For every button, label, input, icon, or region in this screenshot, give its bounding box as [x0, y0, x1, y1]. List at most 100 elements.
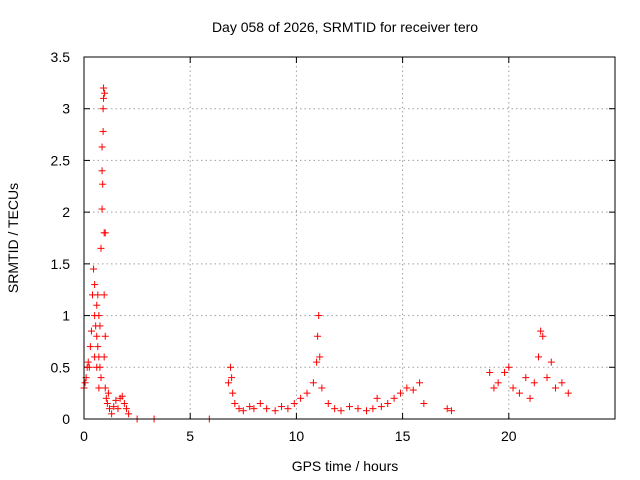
data-point [96, 322, 104, 330]
x-tick-label: 5 [186, 428, 194, 444]
data-point [90, 265, 98, 273]
x-tick-label: 10 [289, 428, 305, 444]
data-point [290, 399, 298, 407]
data-point [369, 405, 377, 413]
data-point [99, 127, 107, 135]
points-layer [80, 84, 572, 423]
data-point [539, 332, 547, 340]
data-point [530, 379, 538, 387]
data-point [384, 399, 392, 407]
data-point [377, 403, 385, 411]
y-tick-label: 0.5 [51, 359, 71, 375]
x-tick-label: 0 [80, 428, 88, 444]
data-point [515, 389, 523, 397]
data-point [94, 343, 102, 351]
data-point [315, 312, 323, 320]
data-point [97, 244, 105, 252]
data-point [231, 399, 239, 407]
data-point [94, 291, 102, 299]
data-point [99, 105, 107, 113]
data-point [101, 332, 109, 340]
data-point [522, 374, 530, 382]
data-point [271, 407, 279, 415]
data-point [324, 399, 332, 407]
data-point [535, 353, 543, 361]
x-axis-label: GPS time / hours [292, 458, 399, 474]
chart-title: Day 058 of 2026, SRMTID for receiver ter… [212, 19, 478, 35]
data-point [235, 405, 243, 413]
data-point [490, 384, 498, 392]
data-point [100, 94, 108, 102]
data-point [396, 389, 404, 397]
data-point [494, 379, 502, 387]
data-point [102, 394, 110, 402]
data-point [403, 384, 411, 392]
data-point [543, 374, 551, 382]
data-point [87, 327, 95, 335]
data-point [505, 363, 513, 371]
data-point [278, 403, 286, 411]
data-point [486, 368, 494, 376]
data-point [337, 407, 345, 415]
data-point [105, 405, 113, 413]
data-point [101, 384, 109, 392]
data-point [98, 167, 106, 175]
data-point [346, 403, 353, 411]
data-point [86, 343, 94, 351]
data-point [85, 363, 93, 371]
data-point [313, 358, 321, 366]
y-tick-label: 0 [62, 411, 70, 427]
data-point [447, 407, 455, 415]
data-point [101, 89, 109, 97]
y-tick-label: 1 [62, 308, 70, 324]
y-tick-label: 3 [62, 101, 70, 117]
data-point [263, 405, 271, 413]
data-point [354, 405, 362, 413]
data-point [84, 358, 92, 366]
data-point [112, 396, 120, 404]
data-point [314, 332, 322, 340]
data-point [318, 384, 326, 392]
data-point [558, 379, 566, 387]
data-point [390, 394, 398, 402]
data-point [284, 405, 292, 413]
data-point [409, 386, 417, 394]
data-point [526, 394, 534, 402]
data-point [103, 399, 111, 407]
data-point [229, 389, 237, 397]
plot-frame [83, 56, 616, 420]
data-point [100, 353, 108, 361]
data-point [228, 374, 236, 382]
data-point [501, 368, 509, 376]
data-point [81, 379, 89, 387]
grid-layer [84, 57, 615, 419]
data-point [114, 405, 122, 413]
data-point [331, 405, 339, 413]
data-point [99, 180, 107, 188]
data-point [104, 389, 112, 397]
data-point [120, 399, 128, 407]
data-point [537, 327, 545, 335]
data-point [547, 358, 555, 366]
data-point [552, 384, 560, 392]
data-point [98, 143, 106, 151]
data-point [416, 379, 424, 387]
x-tick-label: 15 [395, 428, 411, 444]
data-point [224, 379, 232, 387]
data-point [122, 405, 130, 413]
data-point [100, 291, 108, 299]
data-point [443, 405, 451, 413]
y-axis-label: SRMTID / TECUs [5, 183, 21, 293]
data-point [125, 410, 133, 418]
data-point [362, 407, 370, 415]
y-tick-label: 2 [62, 204, 70, 220]
y-tick-label: 2.5 [51, 152, 71, 168]
y-tick-label: 1.5 [51, 256, 71, 272]
data-point [246, 403, 254, 411]
data-point [118, 392, 126, 400]
data-point [101, 229, 109, 237]
data-point [97, 374, 105, 382]
data-point [108, 410, 116, 418]
data-point [309, 379, 317, 387]
